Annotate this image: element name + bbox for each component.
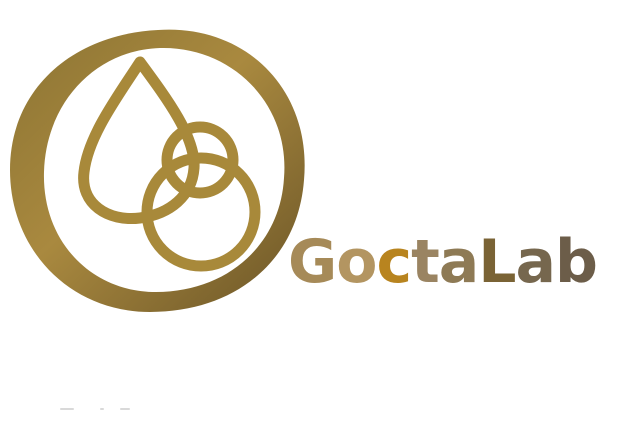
- wordmark-letter: G: [288, 227, 337, 297]
- speck: [100, 408, 104, 410]
- wordmark-letter: o: [336, 227, 377, 297]
- wordmark-letter: a: [438, 227, 479, 297]
- wordmark-letter: a: [515, 227, 555, 297]
- wordmark-letter: c: [376, 227, 412, 297]
- wordmark-letter: t: [411, 227, 440, 297]
- small-ring: [161, 121, 239, 199]
- outer-ring: [10, 29, 305, 312]
- brand-wordmark: GoctaLab: [288, 227, 598, 297]
- artifact-specks: [60, 408, 140, 414]
- speck: [60, 408, 74, 410]
- large-ring: [141, 152, 261, 272]
- speck: [120, 408, 130, 410]
- wordmark-letter: b: [554, 227, 598, 297]
- wordmark-letter: L: [478, 227, 516, 297]
